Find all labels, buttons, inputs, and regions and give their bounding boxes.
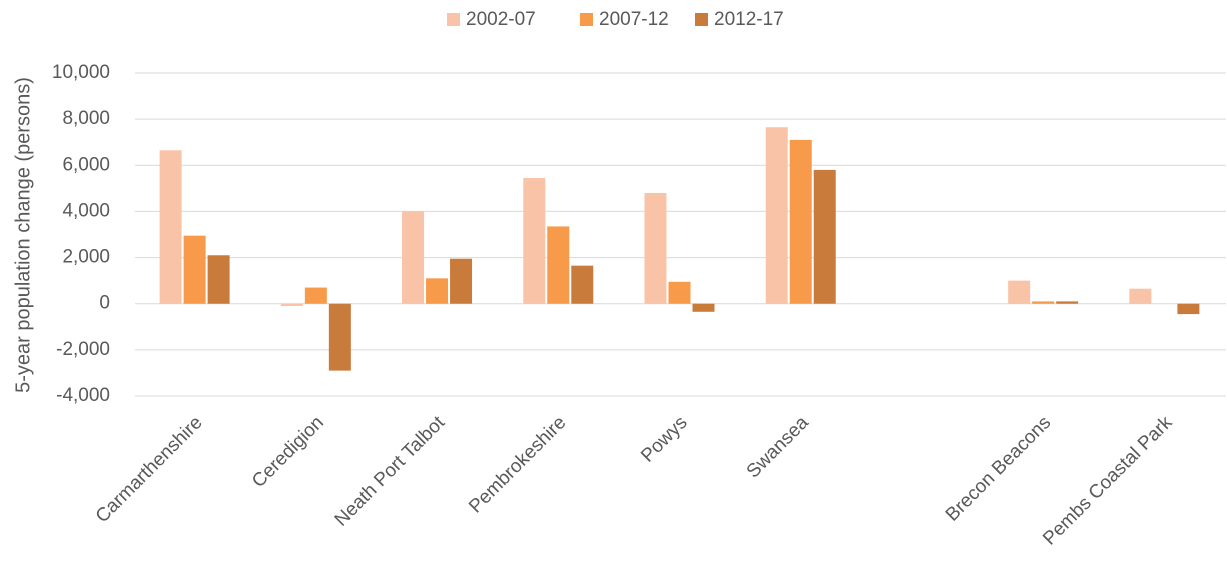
bar xyxy=(668,281,691,304)
legend-label: 2002-07 xyxy=(466,9,536,30)
bar xyxy=(523,177,546,304)
legend-label: 2007-12 xyxy=(599,9,669,30)
bar xyxy=(1008,280,1031,304)
bar xyxy=(571,265,594,304)
bar xyxy=(450,258,473,304)
bar xyxy=(304,287,327,304)
bar xyxy=(765,127,788,304)
bar xyxy=(1032,301,1055,304)
x-tick-label: Ceredigion xyxy=(248,412,328,492)
x-tick-label: Brecon Beacons xyxy=(942,412,1055,525)
bar xyxy=(328,303,351,371)
bar xyxy=(426,278,449,304)
bar xyxy=(644,192,667,304)
x-tick-label: Swansea xyxy=(743,412,813,482)
x-tick-label: Pembrokeshire xyxy=(465,412,570,517)
x-tick-label: Carmarthenshire xyxy=(92,412,207,527)
bar xyxy=(547,226,570,304)
bar xyxy=(402,211,425,304)
y-tick-label: 4,000 xyxy=(62,200,110,221)
y-tick-label: 6,000 xyxy=(62,154,110,175)
x-tick-label: Pembs Coastal Park xyxy=(1039,412,1177,550)
y-tick-label: -4,000 xyxy=(56,385,110,406)
legend-swatch xyxy=(580,13,593,26)
bar xyxy=(813,169,836,304)
bar xyxy=(1177,303,1200,315)
y-tick-label: 2,000 xyxy=(62,247,110,268)
bar xyxy=(692,303,715,312)
bar xyxy=(1129,288,1152,304)
y-tick-label: -2,000 xyxy=(56,339,110,360)
y-tick-label: 0 xyxy=(99,293,110,314)
x-tick-label: Powys xyxy=(637,412,691,466)
bar xyxy=(280,303,303,307)
bar xyxy=(159,150,182,304)
legend-swatch xyxy=(447,13,460,26)
bar xyxy=(207,255,230,304)
y-tick-label: 10,000 xyxy=(52,62,110,83)
bar xyxy=(1056,301,1079,304)
bar xyxy=(183,235,206,304)
bar xyxy=(789,139,812,304)
y-tick-label: 8,000 xyxy=(62,108,110,129)
legend-swatch xyxy=(695,13,708,26)
x-tick-label: Neath Port Talbot xyxy=(331,412,450,531)
y-axis-label: 5-year population change (persons) xyxy=(12,77,34,393)
legend-label: 2012-17 xyxy=(714,9,784,30)
